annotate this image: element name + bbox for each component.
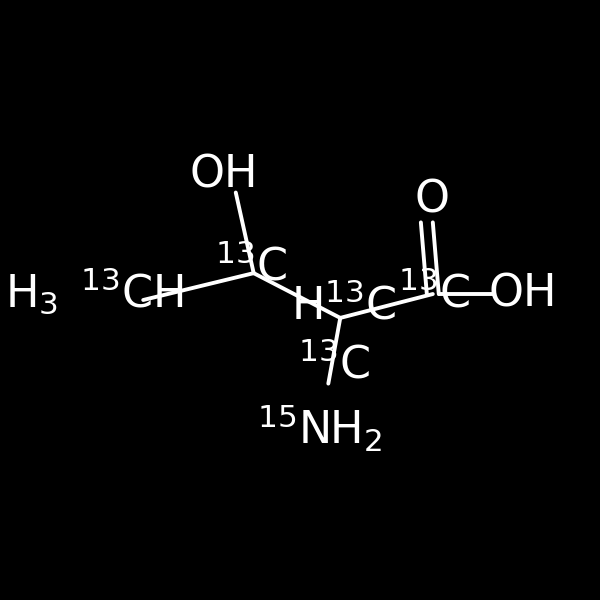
Text: $^{13}$CH: $^{13}$CH <box>80 272 183 316</box>
Text: $^{15}$NH$_2$: $^{15}$NH$_2$ <box>257 403 382 454</box>
Text: $^{13}$C: $^{13}$C <box>298 343 370 388</box>
Text: H$_3$: H$_3$ <box>5 272 58 316</box>
Text: OH: OH <box>190 153 258 196</box>
Text: O: O <box>414 178 449 221</box>
Text: $^{13}$C: $^{13}$C <box>398 272 470 316</box>
Text: $^{13}$C: $^{13}$C <box>215 245 287 289</box>
Text: OH: OH <box>488 272 557 316</box>
Text: H$^{13}$C: H$^{13}$C <box>290 284 396 328</box>
